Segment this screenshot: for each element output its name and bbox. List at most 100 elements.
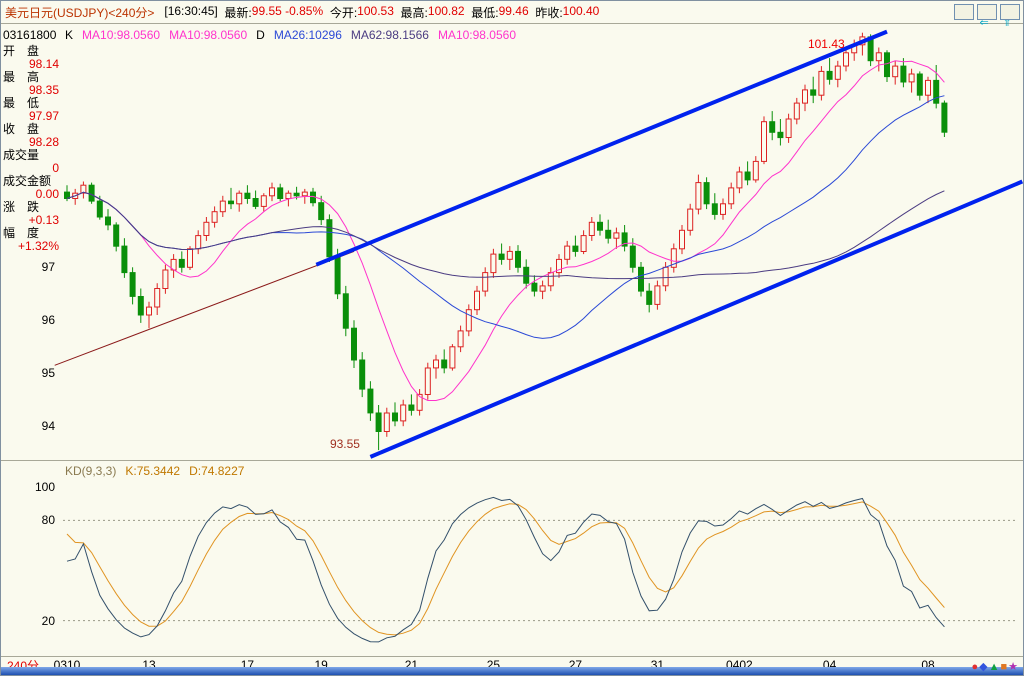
quote-change: 涨 跌 +0.13 <box>1 201 61 227</box>
candle <box>580 235 587 253</box>
bar-timestamp: 03161800 <box>3 28 57 42</box>
quote-rows: 开 盘 98.14 最 高 98.35 最 低 97.97 收 盘 98.28 成交量 0 成交金额… <box>1 45 61 253</box>
trendline <box>54 250 355 366</box>
ma-label-token: MA10:98.0560 <box>169 28 248 42</box>
candle <box>367 388 374 414</box>
candle <box>703 182 710 205</box>
candle <box>400 404 407 422</box>
candle <box>236 192 243 205</box>
candle <box>785 118 792 138</box>
page-left-button[interactable]: ⇐ <box>954 4 989 29</box>
candle <box>96 200 103 218</box>
quote-summary-token: 100.82 <box>427 3 472 18</box>
candle <box>900 65 907 83</box>
candle <box>457 330 464 348</box>
symbol-title: 美元日元(USDJPY)<240分> <box>5 5 155 20</box>
candle <box>670 248 677 268</box>
candle <box>638 266 644 292</box>
candle <box>359 359 366 390</box>
candle <box>629 245 636 268</box>
quote-open-value: 98.14 <box>28 57 59 71</box>
page-right-button[interactable]: ⇒ <box>1000 4 1020 20</box>
candle <box>129 272 136 297</box>
ma62-line <box>66 190 945 280</box>
candle <box>80 184 87 194</box>
candle <box>875 52 882 62</box>
ma-label-token: K <box>65 28 74 42</box>
candle <box>941 102 948 133</box>
candle <box>498 253 505 260</box>
left-arrow-icon: ⇐ <box>979 17 988 29</box>
candle <box>277 187 284 199</box>
candle <box>613 232 620 239</box>
candle <box>187 248 193 268</box>
candle <box>605 229 612 239</box>
quote-summary-token: 100.53 <box>357 3 401 18</box>
up-arrow-icon: ⇑ <box>1002 17 1011 29</box>
candle <box>318 202 325 221</box>
candle <box>720 203 726 215</box>
candle <box>892 65 899 78</box>
quote-summary-token: 99.46 <box>498 3 536 18</box>
kd-label-token: KD(9,3,3) <box>65 464 117 478</box>
candle <box>244 192 251 199</box>
candle <box>293 192 300 197</box>
quote-volume: 成交量 0 <box>1 149 61 175</box>
candle <box>105 216 111 226</box>
quote-open-label: 开 盘 <box>3 44 40 58</box>
quote-close-value: 98.28 <box>28 135 59 149</box>
candle <box>744 171 751 181</box>
candle <box>769 121 776 133</box>
candle <box>679 229 685 250</box>
candle <box>121 245 128 274</box>
quote-summary-token: 今开: <box>329 5 358 20</box>
candle <box>178 258 185 268</box>
quote-summary-token: -0.85% <box>281 3 330 18</box>
quote-low-value: 97.97 <box>28 109 59 123</box>
candle <box>908 73 915 83</box>
quote-summary-token: 昨收: <box>535 5 563 20</box>
quote-summary-token: 100.40 <box>562 3 600 18</box>
candle <box>334 256 341 295</box>
candle <box>351 327 357 361</box>
quote-info-panel: 03161800 开 盘 98.14 最 高 98.35 最 低 97.97 收 盘 98.2… <box>1 28 61 253</box>
candle <box>531 282 538 292</box>
candle <box>810 89 817 96</box>
candle <box>843 52 849 67</box>
kd-d-line <box>66 501 945 636</box>
window-nav-buttons: ⇐ ⇑ ⇒ <box>954 4 1020 29</box>
candle <box>490 253 497 274</box>
candle <box>301 191 308 197</box>
ma-label-token: D <box>256 28 265 42</box>
candle <box>884 52 890 78</box>
quote-volume-value: 0 <box>52 161 59 175</box>
horizontal-scrollbar[interactable] <box>1 667 1023 675</box>
candle <box>449 346 456 369</box>
candle <box>654 285 661 305</box>
candle <box>736 171 743 189</box>
candle <box>515 250 521 268</box>
candle <box>465 309 472 332</box>
quote-change-label: 涨 跌 <box>3 200 40 214</box>
kd-k-line <box>66 496 945 643</box>
candle <box>572 245 579 252</box>
candle <box>252 198 259 207</box>
candle <box>154 288 161 308</box>
candle <box>474 290 480 311</box>
page-up-button[interactable]: ⇑ <box>977 4 1012 29</box>
quote-close-label: 收 盘 <box>3 122 40 136</box>
candle <box>203 221 210 237</box>
candle <box>113 224 120 247</box>
candle <box>547 272 554 287</box>
candle <box>269 187 275 197</box>
kd-label-token: K:75.3442 <box>125 464 181 478</box>
watermark-glyph: ▲ <box>988 661 1000 673</box>
ma10-line <box>66 60 945 401</box>
candle <box>195 235 202 250</box>
candle <box>260 195 267 207</box>
candle <box>137 296 144 316</box>
candle <box>506 250 513 260</box>
candle <box>326 219 333 258</box>
trendline <box>315 29 888 267</box>
